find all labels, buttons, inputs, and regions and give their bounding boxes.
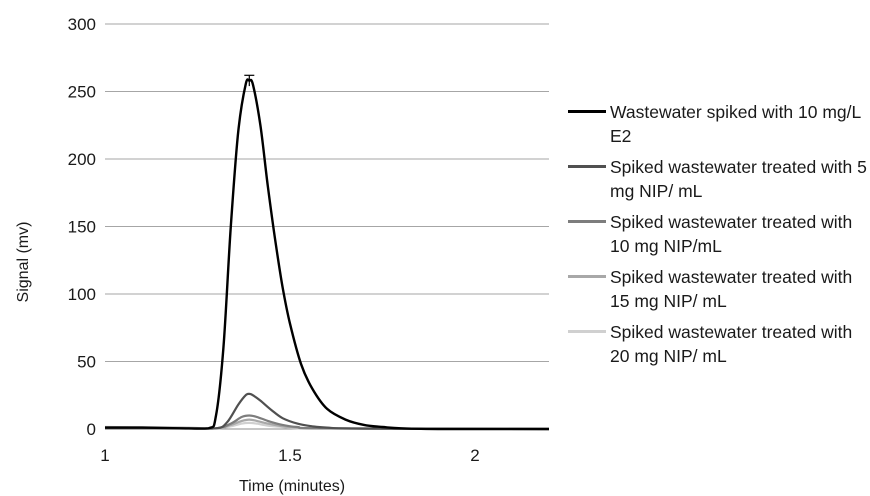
legend-swatch: [568, 220, 606, 223]
y-axis-title: Signal (mv): [15, 222, 32, 303]
y-tick-label: 0: [87, 420, 96, 439]
legend: Wastewater spiked with 10 mg/L E2 Spiked …: [568, 100, 868, 375]
y-tick-label: 250: [68, 83, 96, 102]
y-tick-label: 100: [68, 285, 96, 304]
y-tick-labels: 0 50 100 150 200 250 300: [68, 15, 96, 439]
y-tick-label: 200: [68, 150, 96, 169]
x-tick-labels: 1 1.5 2: [100, 446, 479, 465]
x-tick-label: 1: [100, 446, 109, 465]
legend-item: Spiked wastewater treated with 15 mg NIP…: [568, 265, 868, 313]
series-lines: [104, 78, 550, 431]
legend-item: Spiked wastewater treated with 20 mg NIP…: [568, 320, 868, 368]
legend-swatch: [568, 165, 606, 168]
legend-label: Wastewater spiked with 10 mg/L E2: [610, 102, 861, 146]
legend-swatch: [568, 110, 606, 113]
legend-label: Spiked wastewater treated with 5 mg NIP/…: [610, 157, 867, 201]
legend-swatch: [568, 275, 606, 278]
legend-label: Spiked wastewater treated with 20 mg NIP…: [610, 322, 853, 366]
legend-label: Spiked wastewater treated with 10 mg NIP…: [610, 212, 853, 256]
legend-label: Spiked wastewater treated with 15 mg NIP…: [610, 267, 853, 311]
legend-item: Spiked wastewater treated with 5 mg NIP/…: [568, 155, 868, 203]
legend-item: Spiked wastewater treated with 10 mg NIP…: [568, 210, 868, 258]
legend-swatch: [568, 330, 606, 333]
error-bars: [244, 74, 255, 87]
series-line: [104, 78, 549, 431]
series-line: [105, 392, 550, 431]
x-axis-title: Time (minutes): [239, 478, 345, 495]
gridlines: [105, 23, 549, 430]
y-tick-label: 300: [68, 15, 96, 34]
y-tick-label: 50: [77, 353, 96, 372]
legend-item: Wastewater spiked with 10 mg/L E2: [568, 100, 868, 148]
y-tick-label: 150: [68, 218, 96, 237]
x-tick-label: 1.5: [278, 446, 302, 465]
x-tick-label: 2: [470, 446, 479, 465]
